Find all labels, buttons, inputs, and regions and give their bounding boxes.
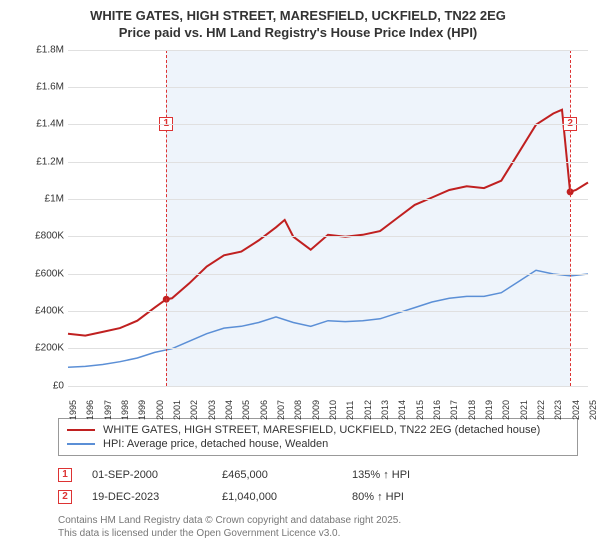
x-tick: 2024 [571,400,581,420]
x-tick: 1997 [103,400,113,420]
gridline [68,162,588,163]
x-tick: 2003 [207,400,217,420]
sale-marker: 2 [58,490,72,504]
x-axis: 1995199619971998199920002001200220032004… [68,386,588,410]
legend-item: HPI: Average price, detached house, Weal… [67,437,569,451]
sale-date: 01-SEP-2000 [92,469,202,481]
gridline [68,311,588,312]
sale-price: £465,000 [222,469,332,481]
y-tick: £200K [35,343,64,354]
y-tick: £0 [53,380,64,391]
sales-table: 1 01-SEP-2000 £465,000 135% ↑ HPI 2 19-DEC-20… [58,464,578,508]
x-tick: 2023 [553,400,563,420]
legend-swatch [67,443,95,445]
x-tick: 2007 [276,400,286,420]
x-tick: 2012 [363,400,373,420]
y-tick: £800K [35,231,64,242]
x-tick: 2018 [467,400,477,420]
x-tick: 2025 [588,400,598,420]
y-tick: £600K [35,268,64,279]
x-tick: 2005 [241,400,251,420]
footer-line2: This data is licensed under the Open Gov… [58,527,588,540]
x-tick: 2017 [449,400,459,420]
x-tick: 2019 [484,400,494,420]
x-tick: 2008 [293,400,303,420]
sale-row: 2 19-DEC-2023 £1,040,000 80% ↑ HPI [58,486,578,508]
sale-date: 19-DEC-2023 [92,491,202,503]
x-tick: 1995 [68,400,78,420]
y-tick: £1.2M [36,156,64,167]
plot-area: 12 [68,50,588,386]
x-tick: 1998 [120,400,130,420]
footer-attribution: Contains HM Land Registry data © Crown c… [58,514,588,540]
title-line1: WHITE GATES, HIGH STREET, MARESFIELD, UC… [8,8,588,25]
gridline [68,124,588,125]
gridline [68,50,588,51]
gridline [68,87,588,88]
legend-item: WHITE GATES, HIGH STREET, MARESFIELD, UC… [67,423,569,437]
sale-pct: 135% ↑ HPI [352,469,432,481]
x-tick: 2000 [155,400,165,420]
x-tick: 2006 [259,400,269,420]
y-tick: £1.8M [36,44,64,55]
series-hpi [68,270,588,367]
footer-line1: Contains HM Land Registry data © Crown c… [58,514,588,527]
x-tick: 2013 [380,400,390,420]
sale-row: 1 01-SEP-2000 £465,000 135% ↑ HPI [58,464,578,486]
legend: WHITE GATES, HIGH STREET, MARESFIELD, UC… [58,418,578,456]
y-tick: £1.6M [36,82,64,93]
x-tick: 2020 [501,400,511,420]
title-line2: Price paid vs. HM Land Registry's House … [8,25,588,42]
y-axis: £0£200K£400K£600K£800K£1M£1.2M£1.4M£1.6M… [28,50,68,386]
y-tick: £400K [35,306,64,317]
x-tick: 2001 [172,400,182,420]
chart-title: WHITE GATES, HIGH STREET, MARESFIELD, UC… [8,8,588,42]
x-tick: 2004 [224,400,234,420]
gridline [68,199,588,200]
gridline [68,348,588,349]
x-tick: 2010 [328,400,338,420]
legend-swatch [67,429,95,431]
marker-vline [570,50,571,386]
gridline [68,386,588,387]
chart-lines [68,50,588,386]
x-tick: 1996 [85,400,95,420]
x-tick: 2009 [311,400,321,420]
sale-pct: 80% ↑ HPI [352,491,432,503]
y-tick: £1.4M [36,119,64,130]
x-tick: 2014 [397,400,407,420]
chart: £0 £200K £400K £600K £800K £1M £1.2M £1.4M £1.6M… [28,50,588,410]
series-price [68,109,588,335]
legend-label: WHITE GATES, HIGH STREET, MARESFIELD, UC… [103,424,540,436]
marker-vline [166,50,167,386]
x-tick: 2022 [536,400,546,420]
x-tick: 2015 [415,400,425,420]
x-tick: 1999 [137,400,147,420]
legend-label: HPI: Average price, detached house, Weal… [103,438,328,450]
sale-marker: 1 [58,468,72,482]
x-tick: 2011 [345,400,355,419]
x-tick: 2002 [189,400,199,420]
gridline [68,236,588,237]
y-tick: £1M [45,194,64,205]
gridline [68,274,588,275]
x-tick: 2021 [519,400,529,420]
x-tick: 2016 [432,400,442,420]
sale-price: £1,040,000 [222,491,332,503]
